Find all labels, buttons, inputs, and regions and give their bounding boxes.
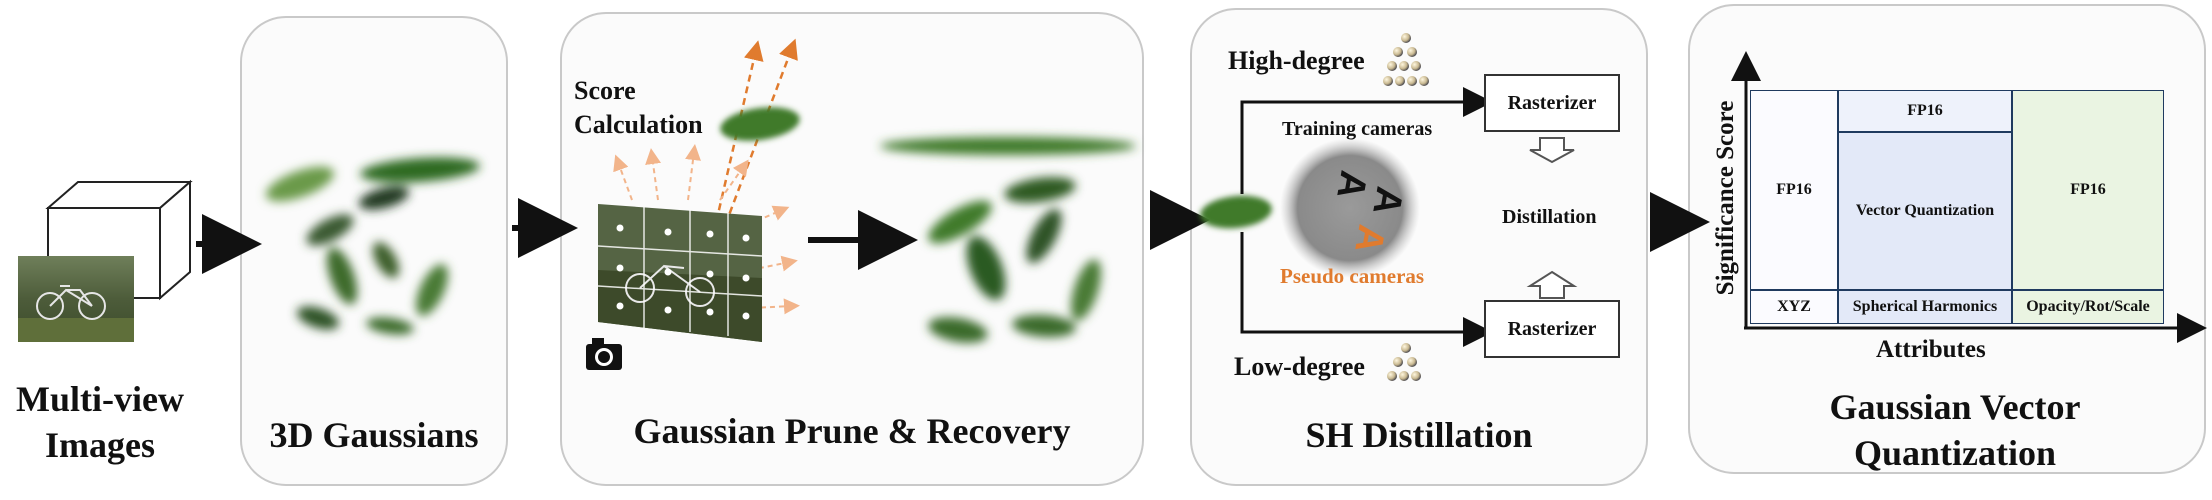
training-cameras-label: Training cameras [1282, 118, 1433, 140]
distill-arrows [1526, 137, 1578, 299]
scored-gaussian [720, 107, 800, 141]
camera-icon [586, 338, 622, 370]
gaussian-blobs-1 [265, 157, 480, 335]
low-degree-label: Low-degree [1234, 352, 1365, 381]
sh-title: SH Distillation [1305, 415, 1533, 455]
gaussian-blobs-2 [880, 137, 1136, 343]
rasterizer-top-box: Rasterizer [1484, 74, 1620, 132]
rasterizer-bottom-box: Rasterizer [1484, 300, 1620, 358]
cell-fp16-xyz: FP16 [1750, 90, 1838, 290]
high-degree-sh-icon [1383, 33, 1429, 86]
cell-opacity-rot-scale: Opacity/Rot/Scale [2012, 290, 2164, 324]
cell-fp16-opacity: FP16 [2012, 90, 2164, 290]
attributes-label: Attributes [1876, 336, 1986, 363]
distillation-label: Distillation [1502, 206, 1597, 228]
bicycle-photo [18, 256, 134, 342]
image-plane [597, 204, 763, 342]
low-degree-sh-icon [1387, 343, 1421, 381]
cell-spherical-harmonics: Spherical Harmonics [1838, 290, 2012, 324]
cell-fp16-sh: FP16 [1838, 90, 2012, 132]
pseudo-cameras-label: Pseudo cameras [1280, 264, 1425, 288]
significance-score-label: Significance Score [1712, 100, 1739, 296]
pseudo-camera-sphere [1280, 138, 1420, 278]
score-calculation-label: Score Calculation [574, 76, 703, 139]
sh-flow-lines [1240, 87, 1493, 347]
vq-axes [1731, 51, 2207, 343]
sh-gaussian [1200, 195, 1272, 229]
cell-vector-quantization: Vector Quantization [1838, 132, 2012, 290]
cell-xyz: XYZ [1750, 290, 1838, 324]
vq-title: Gaussian Vector Quantization [1829, 387, 2081, 473]
gaussians-title: 3D Gaussians [269, 415, 479, 455]
high-degree-label: High-degree [1228, 46, 1365, 75]
prune-title: Gaussian Prune & Recovery [633, 411, 1071, 451]
multiview-title: Multi-view Images [16, 379, 184, 465]
